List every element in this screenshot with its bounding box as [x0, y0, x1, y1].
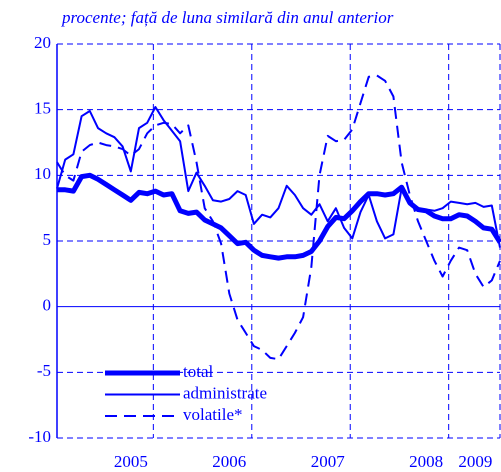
x-tick-label: 2005 — [114, 452, 148, 471]
y-tick-label: 0 — [43, 296, 52, 315]
legend-label: total — [183, 362, 213, 381]
legend-label: volatile* — [183, 405, 242, 424]
x-tick-label: 2009 — [458, 452, 492, 471]
y-tick-label: 20 — [34, 33, 51, 52]
x-tick-label: 2007 — [311, 452, 346, 471]
series-line — [56, 74, 501, 361]
y-tick-label: 5 — [43, 230, 52, 249]
x-tick-label: 2006 — [212, 452, 246, 471]
y-tick-label: -10 — [28, 427, 51, 446]
x-tick-label: 2008 — [409, 452, 443, 471]
y-tick-label: -5 — [37, 361, 51, 380]
legend-label: administrate — [183, 383, 267, 402]
series-line — [57, 172, 501, 261]
y-tick-label: 15 — [34, 99, 51, 118]
y-tick-label: 10 — [34, 164, 51, 183]
series-line — [56, 106, 501, 248]
chart-subtitle: procente; față de luna similară din anul… — [61, 8, 394, 27]
